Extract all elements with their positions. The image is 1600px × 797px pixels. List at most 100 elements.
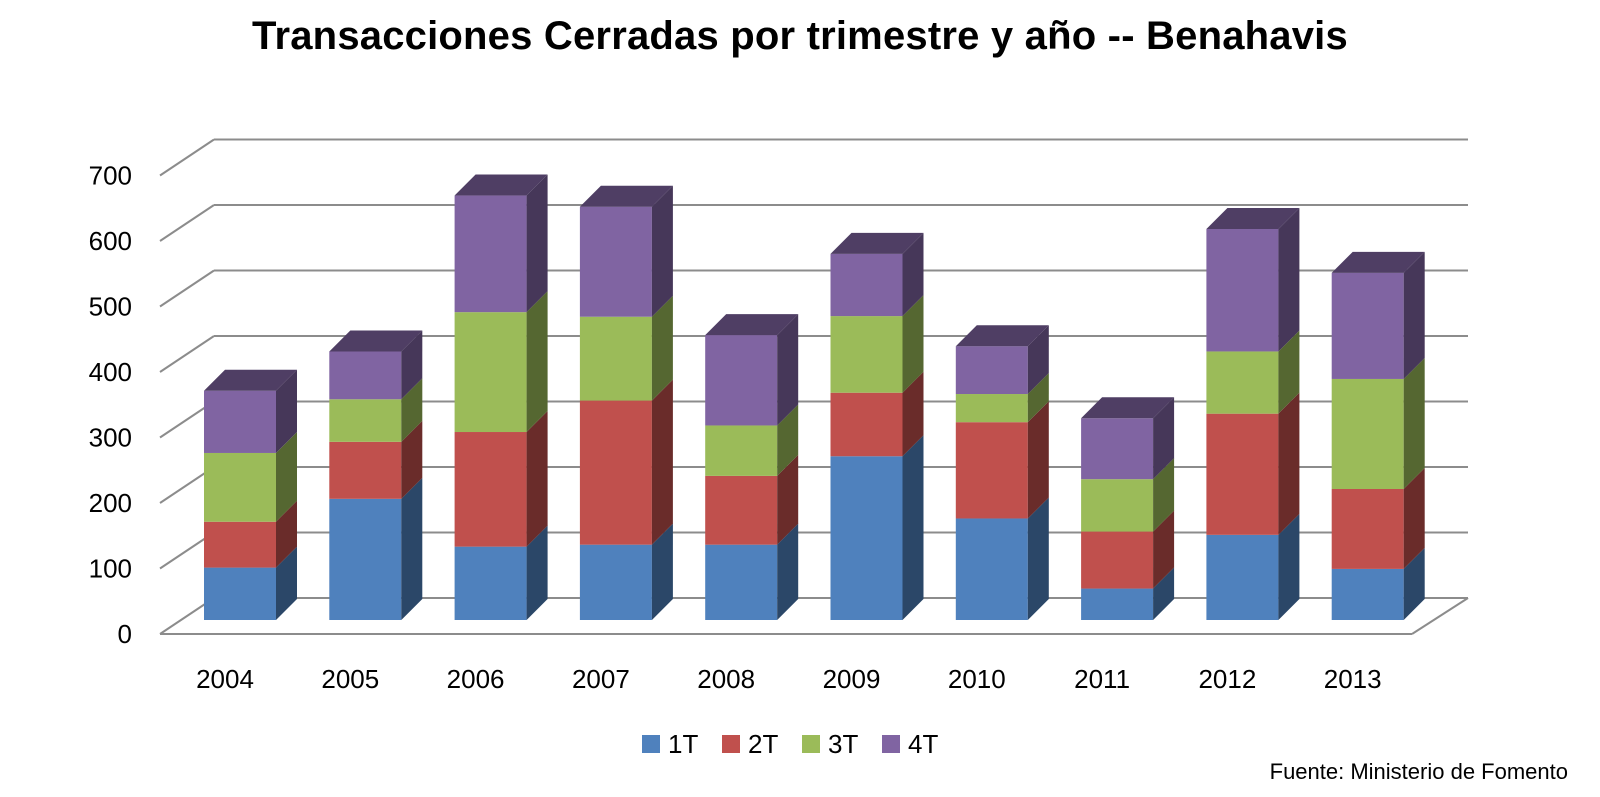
- bar-2T-2004: [204, 521, 276, 568]
- gridline-diagonal: [159, 204, 215, 242]
- legend-label: 3T: [828, 729, 858, 759]
- x-tick-label: 2009: [823, 664, 881, 694]
- x-tick-label: 2011: [1074, 664, 1130, 694]
- bar-3T-2012: [1206, 351, 1279, 414]
- source-note: Fuente: Ministerio de Fomento: [1269, 759, 1568, 784]
- y-tick-label: 700: [89, 161, 132, 191]
- bar-4T-2004: [204, 390, 276, 453]
- bar-side-2T-2010: [1027, 401, 1049, 519]
- legend-swatch: [802, 735, 820, 753]
- bar-top-4T-2006: [454, 174, 548, 196]
- bar-2T-2012: [1206, 413, 1279, 535]
- bar-2T-2009: [830, 392, 903, 457]
- x-tick-label: 2012: [1198, 664, 1256, 694]
- gridline-diagonal: [159, 269, 215, 308]
- bar-top-4T-2005: [329, 330, 423, 352]
- legend-swatch: [882, 735, 900, 753]
- gridline-diagonal: [159, 335, 215, 373]
- bar-side-2T-2008: [777, 454, 799, 545]
- bar-side-4T-2005: [401, 330, 423, 400]
- bar-4T-2005: [329, 351, 402, 400]
- bar-side-2T-2007: [651, 379, 673, 545]
- bar-2T-2008: [705, 475, 778, 545]
- bar-top-4T-2004: [204, 369, 297, 391]
- bar-side-4T-2010: [1027, 325, 1049, 395]
- bar-side-3T-2010: [1027, 373, 1049, 423]
- y-axis-ticks: 0 100 200 300 400 500 600 700: [89, 161, 132, 650]
- bar-side-4T-2009: [902, 232, 924, 317]
- bar-side-4T-2011: [1153, 397, 1175, 480]
- bar-top-4T-2007: [579, 185, 673, 207]
- x-tick-label: 2005: [321, 664, 379, 694]
- bar-1T-2008: [705, 544, 778, 620]
- x-tick-label: 2010: [948, 664, 1006, 694]
- bar-4T-2013: [1331, 272, 1404, 379]
- bar-side-2T-2004: [276, 500, 297, 568]
- bar-side-1T-2008: [777, 523, 799, 620]
- legend-item-1T: 1T: [642, 729, 698, 759]
- bar-side-2T-2011: [1153, 510, 1175, 589]
- bar-2T-2011: [1081, 531, 1154, 589]
- bar-3T-2009: [830, 316, 903, 393]
- bar-side-2T-2013: [1403, 468, 1425, 569]
- bar-3T-2006: [454, 312, 527, 433]
- bar-side-1T-2005: [401, 477, 423, 620]
- bar-2T-2010: [955, 422, 1028, 519]
- bar-top-4T-2013: [1331, 251, 1425, 273]
- y-tick-label: 300: [89, 423, 132, 453]
- x-tick-label: 2006: [447, 664, 505, 694]
- x-axis-ticks: 2004 2005 2006 2007 2008 2009 2010 2011 2012 2013: [196, 664, 1382, 694]
- legend-item-3T: 3T: [802, 729, 858, 759]
- bar-side-1T-2013: [1403, 547, 1425, 620]
- bar-1T-2004: [204, 567, 276, 620]
- y-tick-label: 400: [89, 357, 132, 387]
- bar-top-4T-2012: [1206, 207, 1300, 229]
- legend-item-2T: 2T: [722, 729, 778, 759]
- bar-3T-2011: [1081, 479, 1154, 532]
- bar-2T-2007: [579, 400, 652, 545]
- bar-1T-2013: [1331, 568, 1404, 620]
- legend-label: 4T: [908, 729, 938, 759]
- y-tick-label: 0: [118, 619, 132, 649]
- x-tick-label: 2013: [1324, 664, 1382, 694]
- bar-1T-2012: [1206, 534, 1279, 620]
- y-tick-label: 200: [89, 488, 132, 518]
- bar-side-1T-2010: [1027, 497, 1049, 620]
- bar-side-4T-2008: [777, 314, 799, 426]
- bar-3T-2007: [579, 316, 652, 401]
- bar-4T-2012: [1206, 228, 1279, 352]
- legend-label: 1T: [668, 729, 698, 759]
- bar-side-3T-2004: [276, 431, 297, 522]
- floor-right-edge: [1411, 597, 1469, 635]
- legend-swatch: [642, 735, 660, 753]
- bar-side-1T-2004: [276, 546, 297, 620]
- bar-4T-2007: [579, 206, 652, 317]
- bar-3T-2013: [1331, 378, 1404, 489]
- x-tick-label: 2008: [697, 664, 755, 694]
- bar-1T-2007: [579, 544, 652, 620]
- bar-side-1T-2009: [902, 435, 924, 620]
- gridline-diagonal: [159, 138, 215, 177]
- bar-side-4T-2012: [1278, 207, 1300, 352]
- bar-side-1T-2007: [651, 523, 673, 620]
- bar-2T-2013: [1331, 489, 1404, 569]
- bar-3T-2008: [705, 425, 778, 476]
- bars: [204, 174, 1425, 620]
- bar-3T-2004: [204, 452, 276, 522]
- bar-side-3T-2005: [401, 378, 423, 442]
- bar-side-2T-2006: [526, 411, 548, 547]
- bar-1T-2009: [830, 456, 903, 620]
- bar-side-4T-2004: [276, 369, 297, 453]
- bar-side-4T-2013: [1403, 251, 1425, 379]
- bar-4T-2010: [955, 346, 1028, 395]
- bar-side-2T-2009: [902, 371, 924, 457]
- bar-4T-2008: [705, 335, 778, 426]
- bar-top-4T-2009: [830, 232, 924, 254]
- bar-side-4T-2007: [651, 185, 673, 317]
- bar-3T-2005: [329, 399, 402, 442]
- bar-1T-2011: [1081, 588, 1154, 620]
- x-tick-label: 2007: [572, 664, 630, 694]
- bar-2T-2005: [329, 441, 402, 499]
- bar-side-3T-2013: [1403, 357, 1425, 489]
